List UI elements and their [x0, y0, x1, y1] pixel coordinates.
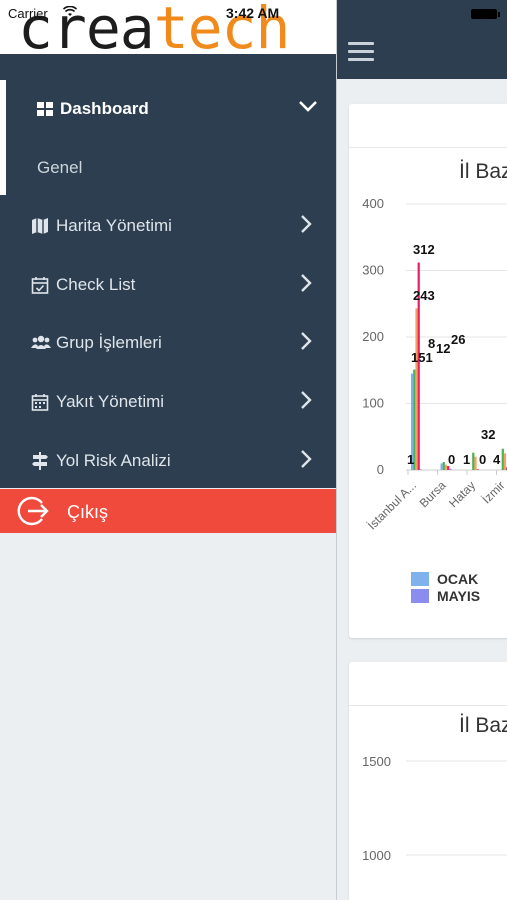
navigation-drawer: createch Carrier 3:42 AM Dashboard Genel…	[0, 0, 337, 533]
logo-area: createch	[0, 0, 337, 62]
sidebar-menu	[0, 54, 337, 488]
sidebar-item-label: Yakıt Yönetimi	[56, 392, 165, 411]
y-tick-label: 100	[362, 396, 384, 411]
bar	[411, 373, 414, 470]
chevron-right-icon	[301, 391, 312, 409]
carrier-label: Carrier	[8, 6, 48, 21]
main-content: İl Baz 0 100 200 300 400 İstanbul A... Bursa Ha…	[337, 0, 507, 900]
top-bar	[337, 0, 507, 79]
sidebar-item-dashboard[interactable]: Dashboard	[0, 80, 337, 136]
card-header	[349, 104, 507, 148]
sidebar-item-label: Yol Risk Analizi	[56, 451, 171, 470]
hamburger-menu-icon[interactable]	[348, 42, 374, 62]
card-header	[349, 662, 507, 706]
y-tick-label: 200	[362, 329, 384, 344]
logout-icon	[17, 496, 49, 526]
data-label: 0	[448, 452, 455, 467]
data-label: 0	[479, 452, 486, 467]
sidebar-item-yol-risk-analizi[interactable]: Yol Risk Analizi	[0, 431, 337, 489]
bar	[474, 456, 477, 470]
chart-card: İl Baz 1000 1500	[349, 662, 507, 900]
legend-label: OCAK	[437, 571, 478, 587]
calendar-check-icon	[31, 277, 49, 294]
data-label: 1	[463, 452, 470, 467]
sidebar-item-label: Grup İşlemleri	[56, 333, 162, 352]
data-label: 32	[481, 427, 495, 442]
bar	[419, 469, 422, 470]
legend-label: MAYIS	[437, 588, 480, 604]
drawer-divider	[336, 0, 337, 900]
chart-card: İl Baz 0 100 200 300 400 İstanbul A... Bursa Ha…	[349, 104, 507, 638]
bar	[449, 468, 452, 470]
wifi-icon	[63, 6, 77, 16]
x-tick-label: Hatay	[446, 478, 478, 510]
x-tick-label: İzmir	[479, 478, 507, 506]
legend-swatch	[411, 572, 429, 586]
data-label: 151	[411, 350, 433, 365]
status-bar: Carrier 3:42 AM	[0, 0, 337, 22]
bar	[415, 308, 418, 470]
logout-button[interactable]: Çıkış	[0, 489, 337, 533]
data-label: 12	[436, 341, 450, 356]
chevron-right-icon	[301, 332, 312, 350]
signpost-icon	[32, 452, 48, 470]
users-icon	[31, 335, 51, 349]
sidebar-item-label: Dashboard	[60, 99, 149, 118]
data-label: 4	[493, 452, 501, 467]
map-icon	[32, 218, 48, 234]
data-label: 243	[413, 288, 435, 303]
bar	[503, 453, 507, 470]
y-tick-label: 1500	[362, 754, 391, 769]
bar	[476, 469, 479, 470]
y-tick-label: 400	[362, 196, 384, 211]
battery-icon	[471, 9, 500, 19]
y-tick-label: 300	[362, 263, 384, 278]
x-tick-label: Bursa	[417, 478, 449, 510]
active-indicator	[0, 80, 6, 195]
logout-label: Çıkış	[67, 502, 109, 522]
bar	[440, 463, 443, 470]
data-label: 8	[428, 336, 435, 351]
y-tick-label: 0	[377, 462, 384, 477]
data-label: 1	[407, 452, 414, 467]
sidebar-item-label: Harita Yönetimi	[56, 216, 172, 235]
bar-chart: 1000 1500	[362, 754, 507, 863]
sidebar-subitem-genel[interactable]: Genel	[37, 158, 83, 177]
bar	[447, 466, 450, 470]
sidebar-item-yakit-yonetimi[interactable]: Yakıt Yönetimi	[0, 372, 337, 430]
sidebar-item-label: Check List	[56, 275, 136, 294]
bar	[417, 262, 420, 470]
bar	[501, 448, 504, 470]
data-label: 312	[413, 242, 435, 257]
calendar-icon	[31, 394, 49, 411]
dashboard-icon	[37, 102, 53, 116]
chevron-right-icon	[301, 450, 312, 468]
sidebar-item-check-list[interactable]: Check List	[0, 255, 337, 313]
chart-title: İl Baz	[459, 160, 507, 183]
sidebar-item-harita[interactable]: Harita Yönetimi	[0, 196, 337, 254]
bar	[413, 369, 416, 470]
createch-logo: createch	[18, 0, 290, 62]
y-tick-label: 1000	[362, 848, 391, 863]
chevron-right-icon	[301, 274, 312, 292]
data-label: 26	[451, 332, 465, 347]
chart-title: İl Baz	[459, 714, 507, 737]
bar	[444, 464, 448, 470]
sidebar-item-grup-islemleri[interactable]: Grup İşlemleri	[0, 313, 337, 371]
bar	[442, 462, 445, 470]
legend-swatch	[411, 589, 429, 603]
bar	[472, 452, 475, 470]
chevron-down-icon	[299, 101, 317, 112]
chevron-right-icon	[301, 215, 312, 233]
clock: 3:42 AM	[226, 5, 280, 21]
x-tick-label: İstanbul A...	[365, 478, 419, 532]
